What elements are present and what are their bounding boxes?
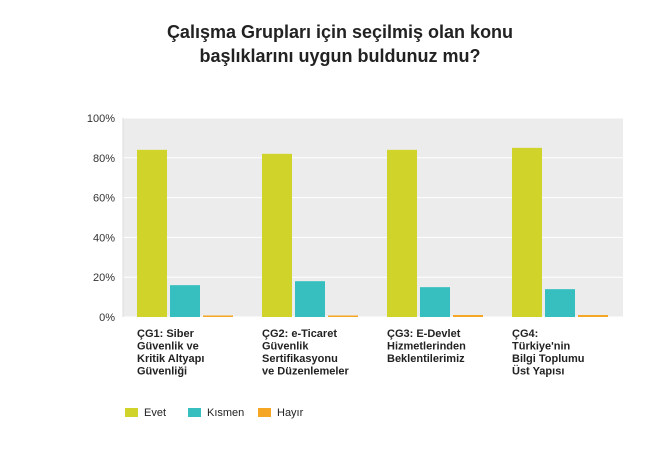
category-label: Güvenliği: [137, 366, 187, 378]
legend-swatch-hayır: [258, 408, 271, 417]
legend-swatch-evet: [125, 408, 138, 417]
bar-kısmen: [170, 285, 200, 317]
chart-title-line-1: Çalışma Grupları için seçilmiş olan konu: [166, 22, 514, 42]
bar-evet: [512, 147, 542, 317]
chart-title: Çalışma Grupları için seçilmiş olan konu…: [120, 20, 560, 68]
y-tick-label: 100%: [87, 113, 115, 125]
category-label: Türkiye'nin: [512, 341, 571, 353]
category-label: ÇG1: Siber: [137, 328, 195, 340]
bar-hayır: [578, 315, 608, 317]
bar-kısmen: [545, 289, 575, 317]
bar-kısmen: [420, 287, 450, 317]
category-label: Hizmetlerinden: [387, 341, 466, 353]
y-tick-label: 20%: [93, 272, 115, 284]
y-tick-label: 40%: [93, 232, 115, 244]
bar-evet: [262, 153, 292, 317]
category-label: ve Düzenlemeler: [262, 366, 350, 378]
legend-swatch-kısmen: [188, 408, 201, 417]
bar-kısmen: [295, 281, 325, 317]
category-label: Sertifikasyonu: [262, 353, 338, 365]
y-tick-label: 0%: [99, 312, 115, 324]
legend-label: Hayır: [277, 407, 304, 419]
category-label: Beklentilerimiz: [387, 353, 465, 365]
category-label: Güvenlik: [262, 341, 309, 353]
category-label: ÇG3: E-Devlet: [387, 328, 461, 340]
category-label: Bilgi Toplumu: [512, 353, 585, 365]
legend-label: Evet: [144, 407, 166, 419]
y-tick-label: 80%: [93, 153, 115, 165]
category-label: ÇG2: e-Ticaret: [262, 328, 337, 340]
category-label: Güvenlik ve: [137, 341, 199, 353]
bar-evet: [137, 149, 167, 317]
y-tick-label: 60%: [93, 193, 115, 205]
bar-hayır: [203, 315, 233, 317]
legend-label: Kısmen: [207, 407, 244, 419]
bar-evet: [387, 149, 417, 317]
category-label: ÇG4:: [512, 328, 538, 340]
bar-hayır: [328, 315, 358, 317]
bar-hayır: [453, 315, 483, 317]
category-label: Kritik Altyapı: [137, 353, 204, 365]
category-label: Üst Yapısı: [512, 365, 564, 378]
chart-title-line-2: başlıklarını uygun buldunuz mu?: [199, 46, 481, 66]
